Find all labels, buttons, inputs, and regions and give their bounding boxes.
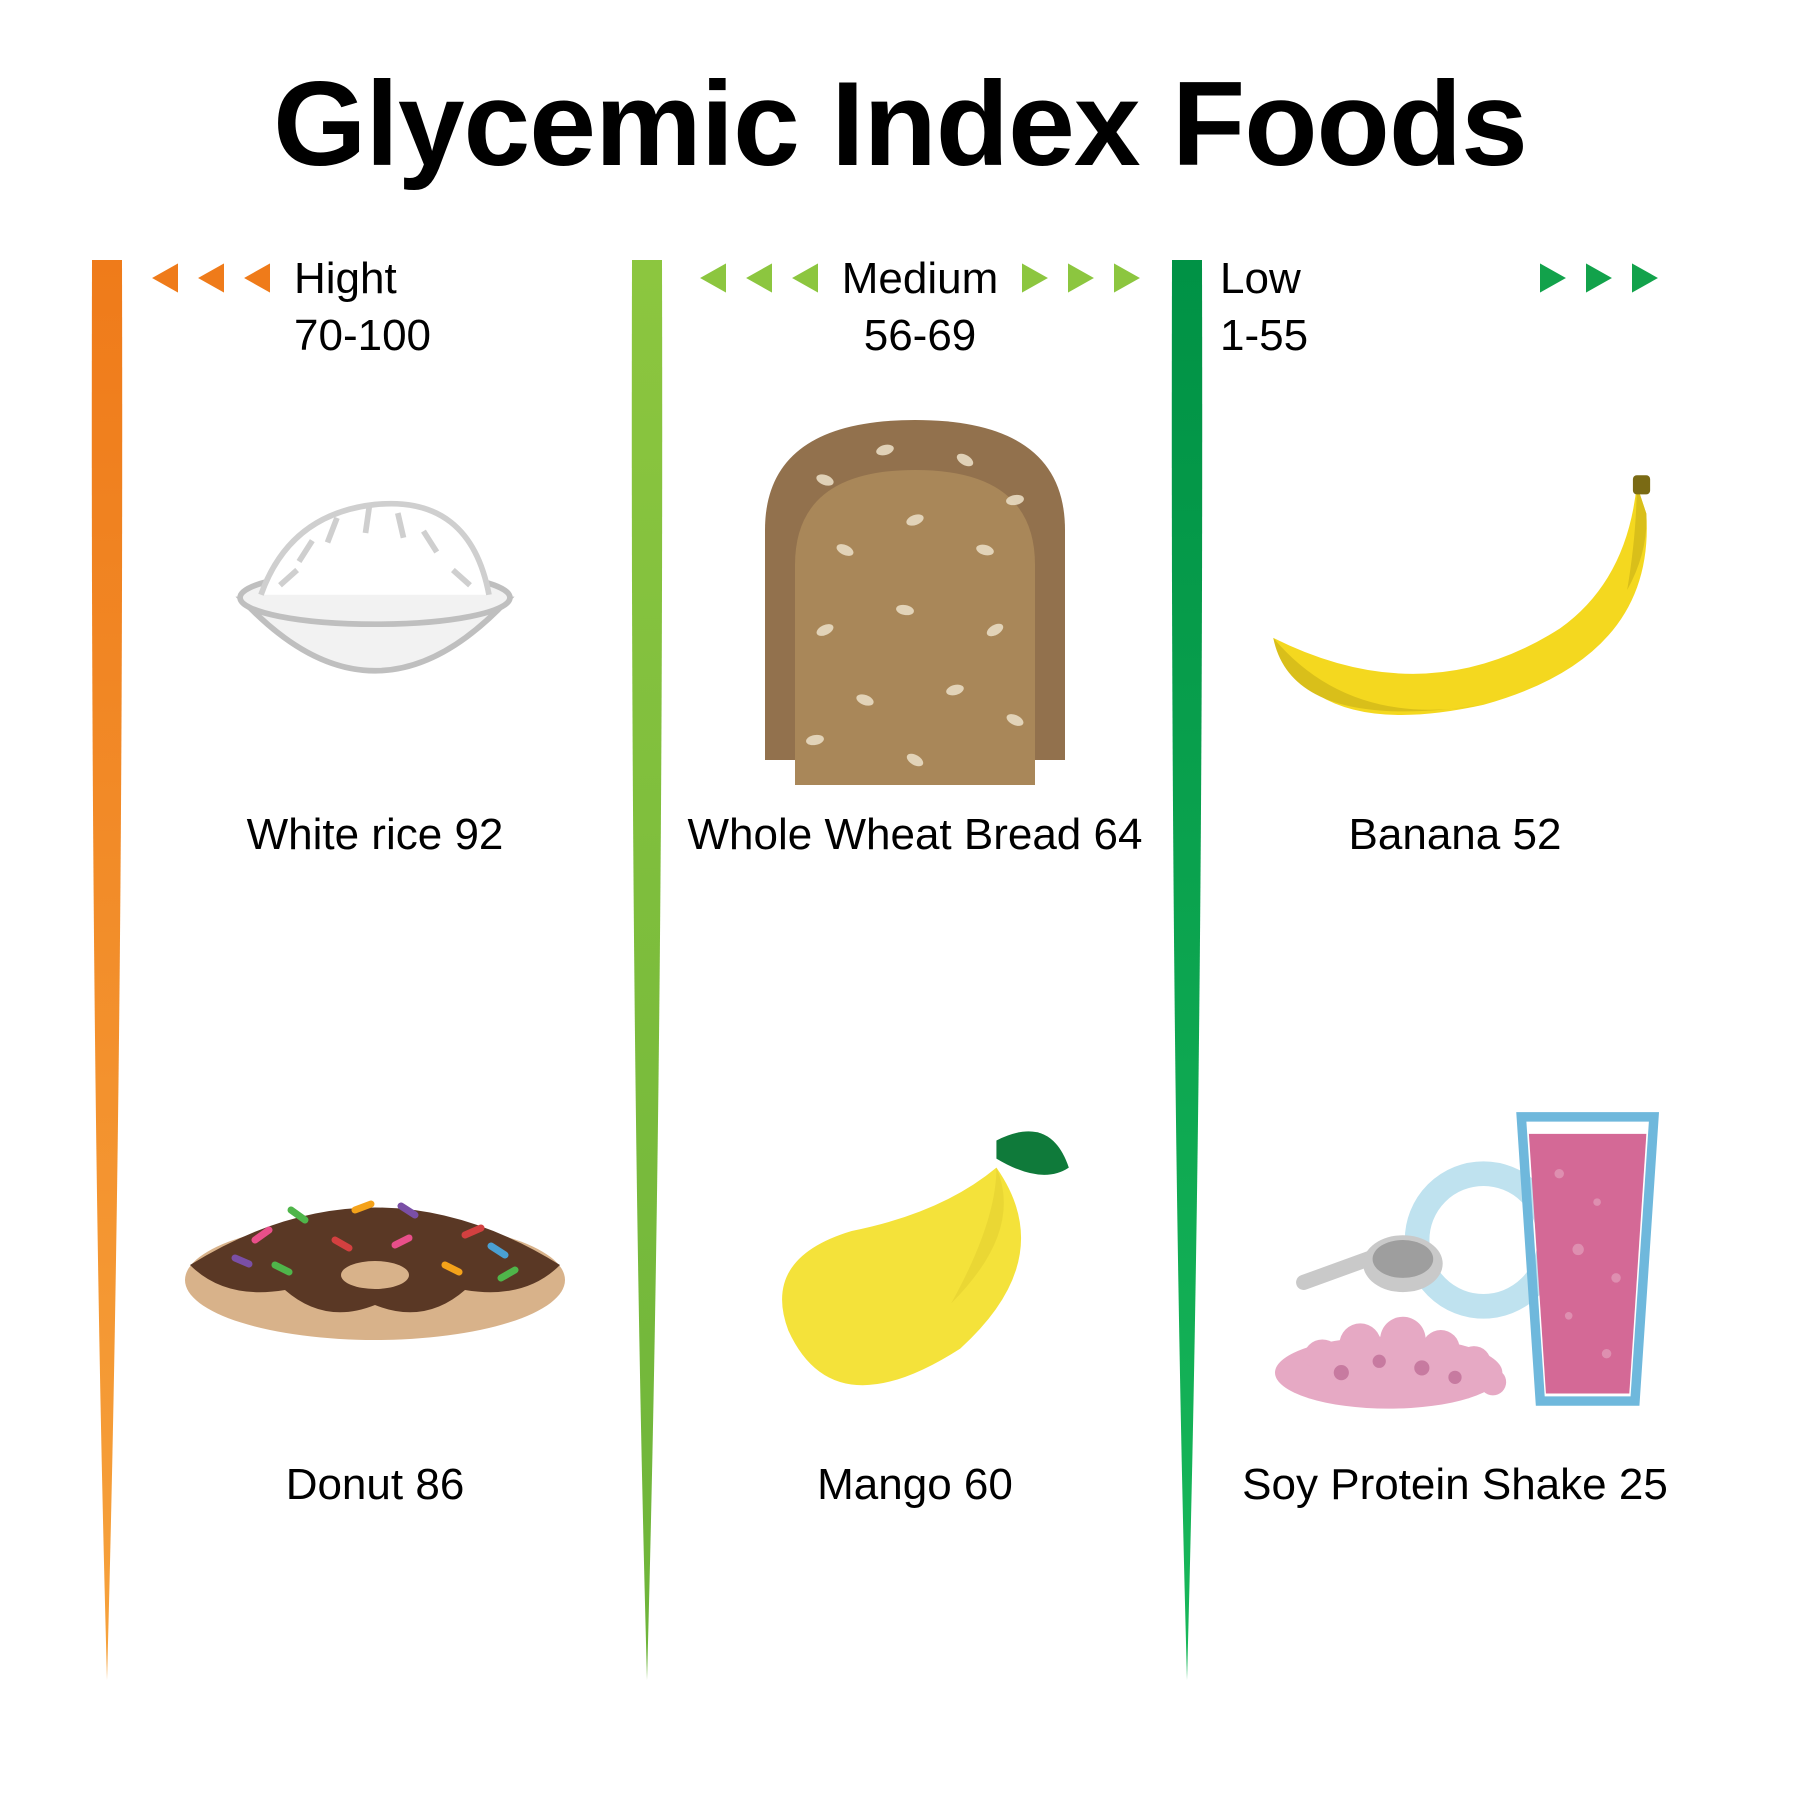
- food-donut: Donut 86: [130, 1030, 620, 1630]
- header-label: Hight: [294, 250, 431, 307]
- food-label: Donut 86: [130, 1460, 620, 1510]
- arrow-right-icon: [1108, 256, 1152, 300]
- arrow-right-icon: [1534, 256, 1578, 300]
- arrow-right-icon: [1580, 256, 1624, 300]
- column-medium: Medium 56-69: [630, 250, 1170, 1730]
- header-text-high: Hight 70-100: [294, 250, 431, 364]
- header-range: 1-55: [1220, 307, 1308, 364]
- header-medium: Medium 56-69: [680, 250, 1160, 370]
- food-bread: Whole Wheat Bread 64: [670, 380, 1160, 980]
- arrows-left-high: [140, 256, 276, 300]
- arrows-right-low: [1534, 256, 1670, 300]
- arrow-left-icon: [688, 256, 732, 300]
- arrow-left-icon: [780, 256, 824, 300]
- rice-bowl-icon: [130, 380, 620, 800]
- banana-icon: [1210, 380, 1700, 800]
- bread-icon: [670, 380, 1160, 800]
- header-text-medium: Medium 56-69: [842, 250, 999, 364]
- header-range: 56-69: [842, 307, 999, 364]
- header-text-low: Low 1-55: [1220, 250, 1308, 364]
- food-mango: Mango 60: [670, 1030, 1160, 1630]
- vbar-high: [90, 260, 124, 1680]
- arrow-left-icon: [232, 256, 276, 300]
- header-high: Hight 70-100: [140, 250, 620, 370]
- arrows-right-medium: [1016, 256, 1152, 300]
- page-title: Glycemic Index Foods: [0, 55, 1800, 193]
- food-label: White rice 92: [130, 810, 620, 860]
- arrow-left-icon: [140, 256, 184, 300]
- arrow-left-icon: [734, 256, 778, 300]
- header-low: Low 1-55: [1220, 250, 1700, 370]
- vbar-low: [1170, 260, 1204, 1680]
- header-label: Low: [1220, 250, 1308, 307]
- header-range: 70-100: [294, 307, 431, 364]
- food-banana: Banana 52: [1210, 380, 1700, 980]
- column-high: Hight 70-100: [90, 250, 630, 1730]
- page: Glycemic Index Foods Hight 70-100: [0, 0, 1800, 1800]
- donut-icon: [130, 1030, 620, 1450]
- food-label: Mango 60: [670, 1460, 1160, 1510]
- arrow-right-icon: [1626, 256, 1670, 300]
- shake-icon: [1210, 1030, 1700, 1450]
- column-low: Low 1-55: [1170, 250, 1710, 1730]
- arrow-right-icon: [1016, 256, 1060, 300]
- columns: Hight 70-100: [90, 250, 1710, 1730]
- header-label: Medium: [842, 250, 999, 307]
- arrow-left-icon: [186, 256, 230, 300]
- food-label: Whole Wheat Bread 64: [670, 810, 1160, 860]
- food-shake: Soy Protein Shake 25: [1210, 1030, 1700, 1630]
- food-label: Soy Protein Shake 25: [1210, 1460, 1700, 1510]
- food-white-rice: White rice 92: [130, 380, 620, 980]
- food-label: Banana 52: [1210, 810, 1700, 860]
- arrow-right-icon: [1062, 256, 1106, 300]
- arrows-left-medium: [688, 256, 824, 300]
- mango-icon: [670, 1030, 1160, 1450]
- vbar-medium: [630, 260, 664, 1680]
